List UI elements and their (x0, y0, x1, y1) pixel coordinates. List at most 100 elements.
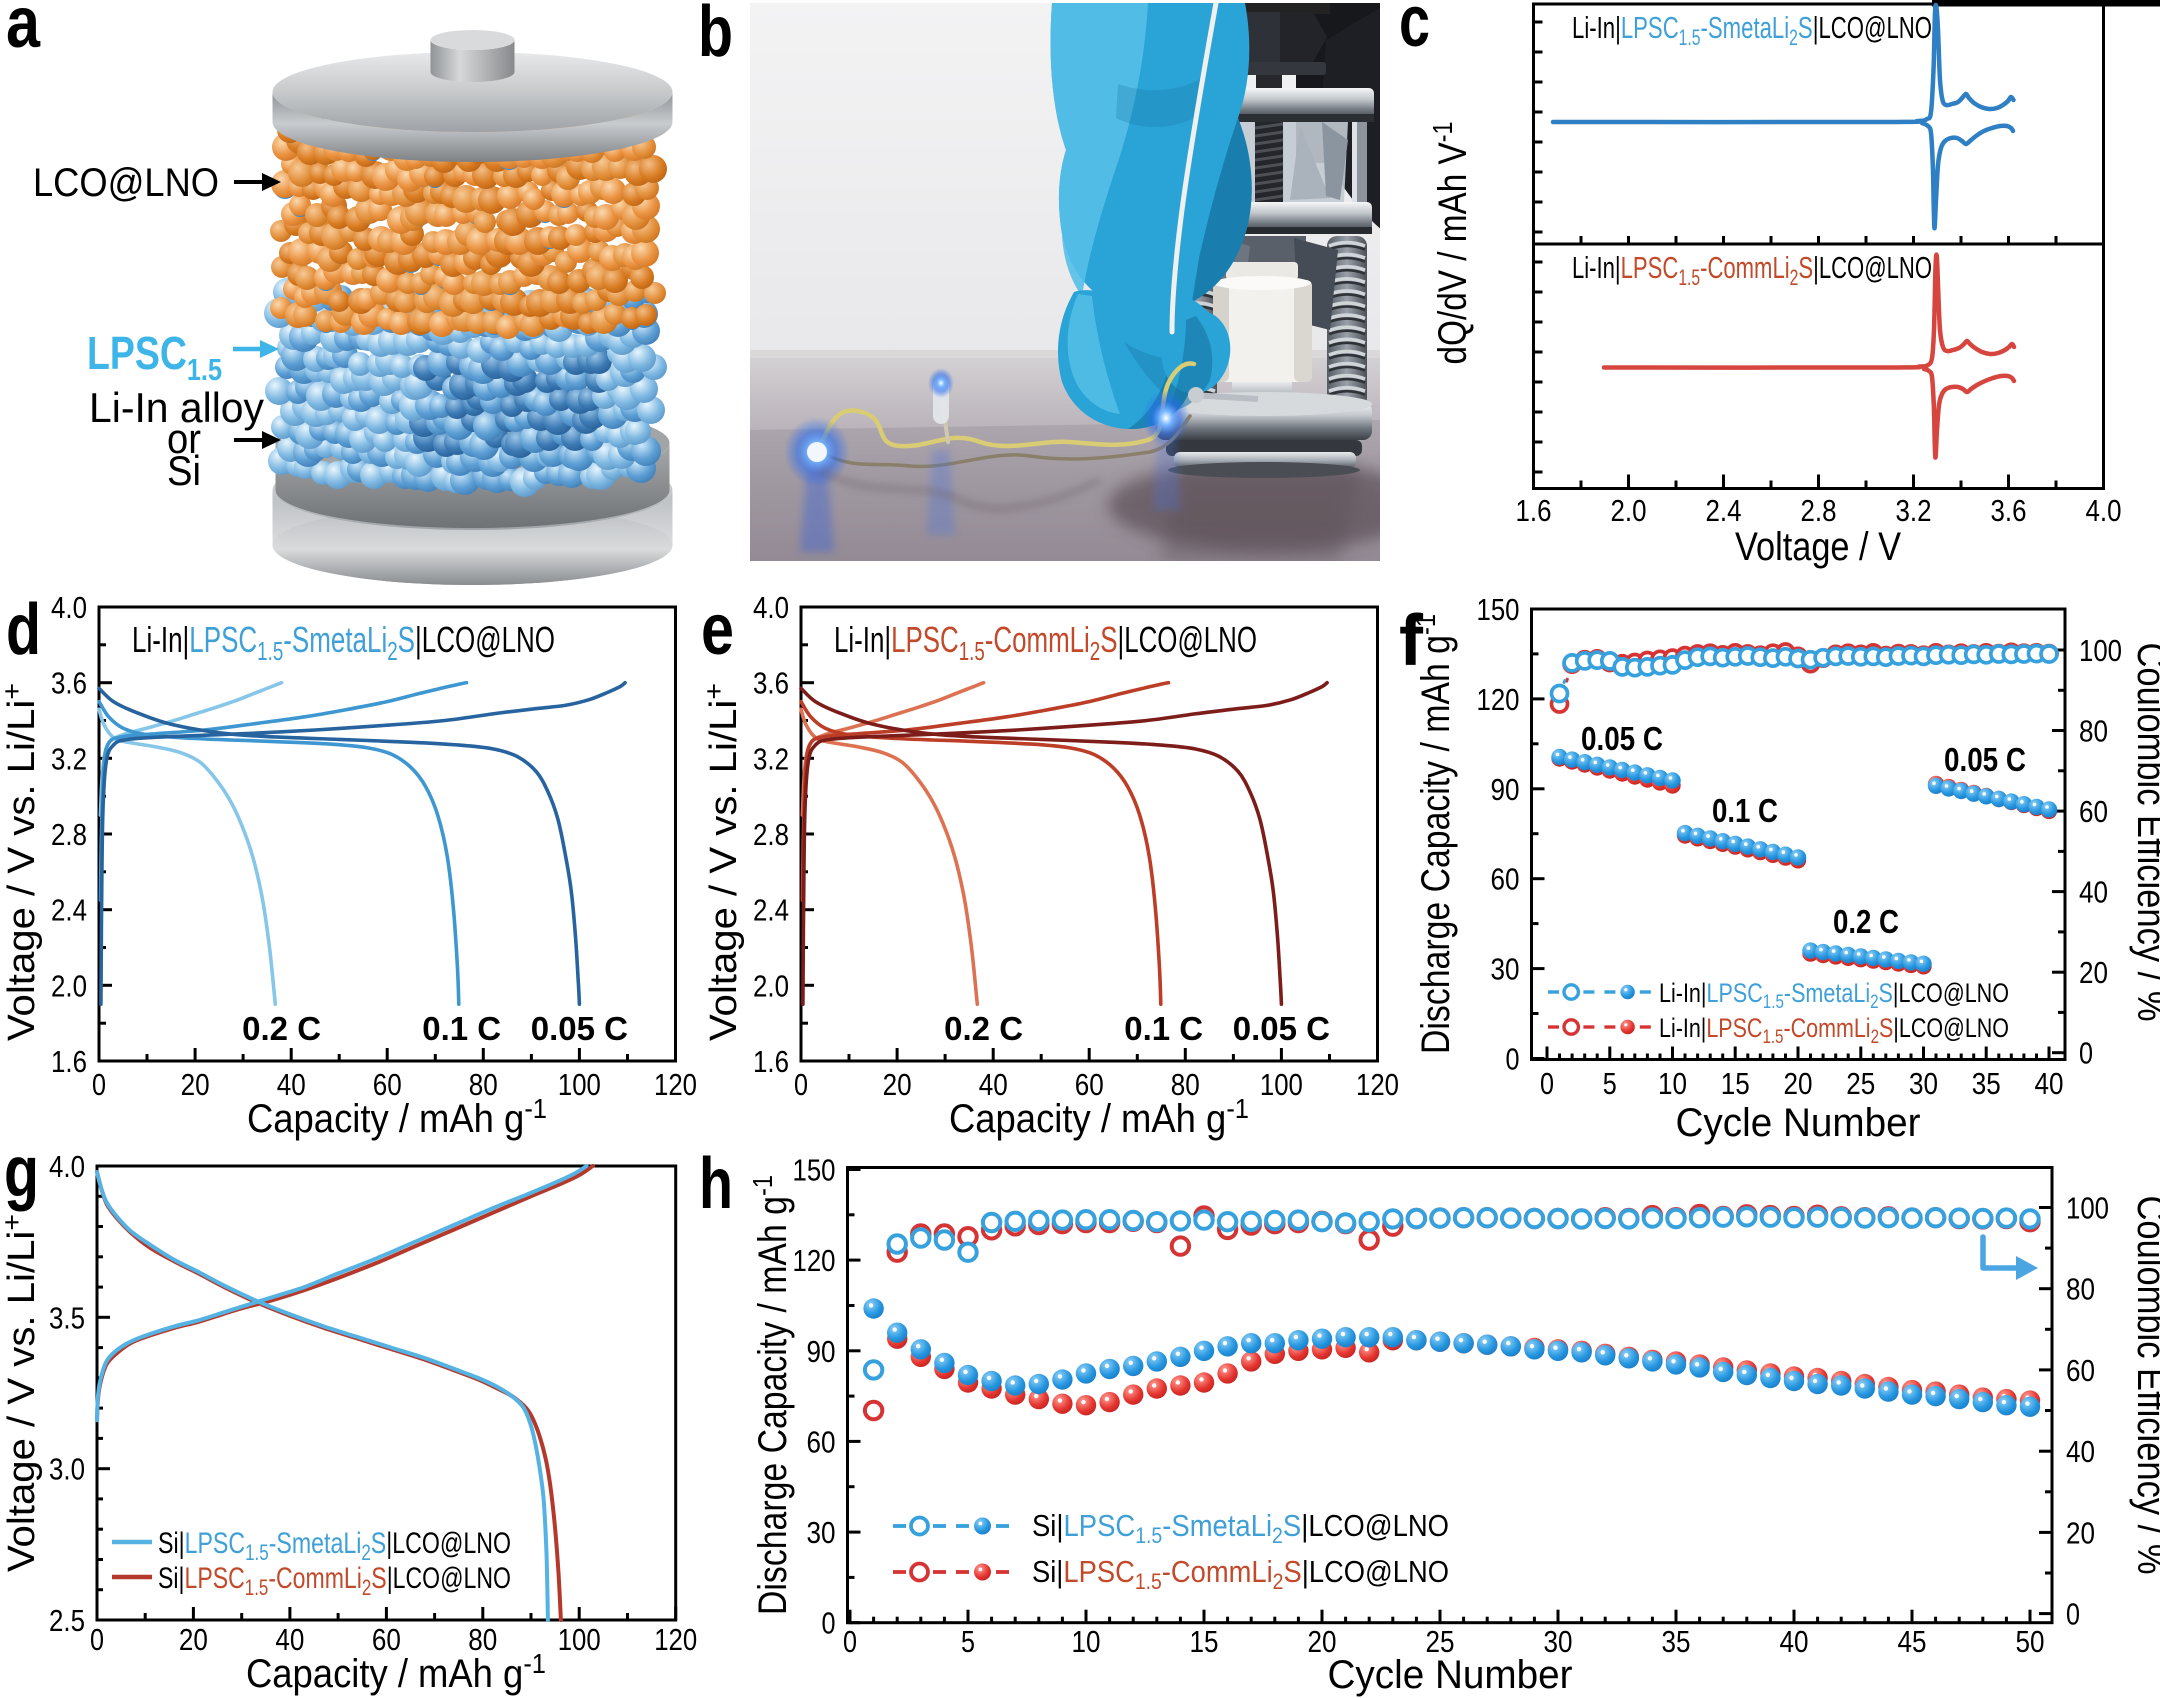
svg-text:0: 0 (822, 1606, 836, 1641)
svg-text:Li-In|LPSC1.5​-SmetaLi2​S|LCO@: Li-In|LPSC1.5​-SmetaLi2​S|LCO@LNO (1572, 10, 1932, 50)
svg-text:40: 40 (2035, 1066, 2064, 1101)
svg-text:100: 100 (2066, 1191, 2109, 1226)
svg-text:3.6: 3.6 (753, 666, 789, 701)
svg-text:Cycle Number: Cycle Number (1328, 1653, 1573, 1697)
svg-text:g: g (4, 1132, 39, 1212)
svg-text:Capacity / mAh g-1: Capacity / mAh g-1 (246, 1648, 546, 1696)
svg-text:LPSC1.5: LPSC1.5 (87, 327, 222, 387)
svg-text:100: 100 (1260, 1067, 1303, 1102)
svg-text:3.6: 3.6 (51, 666, 87, 701)
svg-text:0: 0 (1540, 1066, 1554, 1101)
svg-text:60: 60 (2079, 794, 2108, 829)
svg-text:100: 100 (558, 1622, 601, 1657)
svg-text:15: 15 (1721, 1066, 1750, 1101)
svg-text:0.1 C: 0.1 C (422, 1010, 501, 1047)
svg-text:60: 60 (373, 1067, 402, 1102)
svg-text:20: 20 (1784, 1066, 1813, 1101)
svg-text:0: 0 (843, 1624, 857, 1659)
svg-text:2.0: 2.0 (1611, 493, 1647, 528)
svg-text:60: 60 (807, 1424, 836, 1459)
svg-text:80: 80 (2066, 1272, 2095, 1307)
svg-text:3.2: 3.2 (1896, 493, 1932, 528)
svg-text:120: 120 (1477, 682, 1520, 717)
svg-text:LCO@LNO: LCO@LNO (33, 161, 219, 205)
svg-text:25: 25 (1846, 1066, 1875, 1101)
svg-text:Coulombic Efficiency / %: Coulombic Efficiency / % (2129, 643, 2160, 1022)
svg-text:40: 40 (2066, 1434, 2095, 1469)
svg-text:Li-In|LPSC1.5​-CommLi2​S|LCO@L: Li-In|LPSC1.5​-CommLi2​S|LCO@LNO (834, 619, 1257, 666)
svg-text:Li-In|LPSC1.5​-CommLi2​S|LCO@L: Li-In|LPSC1.5​-CommLi2​S|LCO@LNO (1572, 250, 1932, 290)
svg-text:2.4: 2.4 (51, 893, 87, 928)
svg-text:20: 20 (2079, 955, 2108, 990)
svg-text:20: 20 (2066, 1515, 2095, 1550)
svg-text:30: 30 (1909, 1066, 1938, 1101)
svg-text:80: 80 (469, 1067, 498, 1102)
svg-text:c: c (1399, 0, 1430, 62)
svg-text:2.8: 2.8 (753, 817, 789, 852)
svg-text:Li-In|LPSC1.5​-SmetaLi2​S|LCO@: Li-In|LPSC1.5​-SmetaLi2​S|LCO@LNO (1659, 978, 2009, 1013)
svg-text:4.0: 4.0 (51, 590, 87, 625)
svg-text:3.2: 3.2 (51, 741, 87, 776)
svg-text:0.05 C: 0.05 C (531, 1010, 628, 1047)
svg-text:Si|LPSC1.5​-SmetaLi2​S|LCO@LNO: Si|LPSC1.5​-SmetaLi2​S|LCO@LNO (1032, 1508, 1449, 1548)
svg-text:60: 60 (2066, 1353, 2095, 1388)
svg-text:0.2 C: 0.2 C (944, 1010, 1023, 1047)
svg-text:Discharge Capacity / mAh g-1: Discharge Capacity / mAh g-1 (1410, 614, 1458, 1054)
svg-text:5: 5 (961, 1624, 975, 1659)
svg-text:35: 35 (1972, 1066, 2001, 1101)
svg-text:0.05 C: 0.05 C (1233, 1010, 1330, 1047)
svg-text:50: 50 (2016, 1624, 2045, 1659)
svg-text:90: 90 (1491, 772, 1520, 807)
svg-text:Cycle Number: Cycle Number (1676, 1101, 1921, 1145)
svg-text:Voltage / V: Voltage / V (1735, 525, 1901, 569)
svg-text:20: 20 (883, 1067, 912, 1102)
svg-text:20: 20 (1308, 1624, 1337, 1659)
svg-text:30: 30 (1491, 952, 1520, 987)
svg-text:150: 150 (1477, 592, 1520, 627)
svg-text:40: 40 (277, 1067, 306, 1102)
svg-text:0: 0 (90, 1622, 104, 1657)
svg-text:Si: Si (167, 447, 201, 494)
svg-text:0: 0 (1506, 1042, 1520, 1077)
svg-text:80: 80 (2079, 714, 2108, 749)
svg-text:40: 40 (1780, 1624, 1809, 1659)
svg-text:or: or (167, 415, 201, 462)
svg-text:0: 0 (2066, 1597, 2080, 1632)
svg-text:Coulombic Efficiency / %: Coulombic Efficiency / % (2129, 1196, 2160, 1575)
svg-text:Voltage / V vs. Li/Li+: Voltage / V vs. Li/Li+ (699, 683, 745, 1041)
svg-text:4.0: 4.0 (2086, 493, 2122, 528)
svg-text:2.0: 2.0 (51, 968, 87, 1003)
svg-text:1.6: 1.6 (753, 1044, 789, 1079)
svg-text:120: 120 (654, 1622, 697, 1657)
svg-text:0.2 C: 0.2 C (1833, 903, 1899, 940)
svg-text:Capacity / mAh g-1: Capacity / mAh g-1 (247, 1093, 547, 1141)
svg-text:10: 10 (1658, 1066, 1687, 1101)
svg-text:80: 80 (468, 1622, 497, 1657)
svg-text:0: 0 (2079, 1036, 2093, 1071)
svg-text:1.6: 1.6 (1516, 493, 1552, 528)
svg-text:0: 0 (794, 1067, 808, 1102)
svg-text:30: 30 (1544, 1624, 1573, 1659)
svg-text:60: 60 (1491, 862, 1520, 897)
svg-text:100: 100 (2079, 633, 2122, 668)
svg-text:Discharge Capacity / mAh g-1: Discharge Capacity / mAh g-1 (747, 1175, 795, 1615)
svg-text:Voltage / V vs. Li/Li+: Voltage / V vs. Li/Li+ (0, 683, 43, 1041)
svg-text:d: d (6, 590, 41, 670)
svg-text:15: 15 (1190, 1624, 1219, 1659)
svg-text:20: 20 (181, 1067, 210, 1102)
svg-text:4.0: 4.0 (753, 590, 789, 625)
svg-text:120: 120 (1356, 1067, 1399, 1102)
svg-text:3.5: 3.5 (49, 1300, 85, 1335)
svg-text:60: 60 (372, 1622, 401, 1657)
svg-text:2.8: 2.8 (51, 817, 87, 852)
svg-text:3.2: 3.2 (753, 741, 789, 776)
svg-text:1.6: 1.6 (51, 1044, 87, 1079)
svg-text:4.0: 4.0 (49, 1149, 85, 1184)
svg-text:45: 45 (1898, 1624, 1927, 1659)
svg-text:2.5: 2.5 (49, 1603, 85, 1638)
svg-text:Si|LPSC1.5​-CommLi2​S|LCO@LNO: Si|LPSC1.5​-CommLi2​S|LCO@LNO (1032, 1554, 1449, 1594)
svg-text:0.05 C: 0.05 C (1944, 741, 2026, 778)
svg-text:Li-In|LPSC1.5​-SmetaLi2​S|LCO@: Li-In|LPSC1.5​-SmetaLi2​S|LCO@LNO (132, 619, 555, 666)
svg-text:90: 90 (807, 1334, 836, 1369)
svg-text:30: 30 (807, 1515, 836, 1550)
